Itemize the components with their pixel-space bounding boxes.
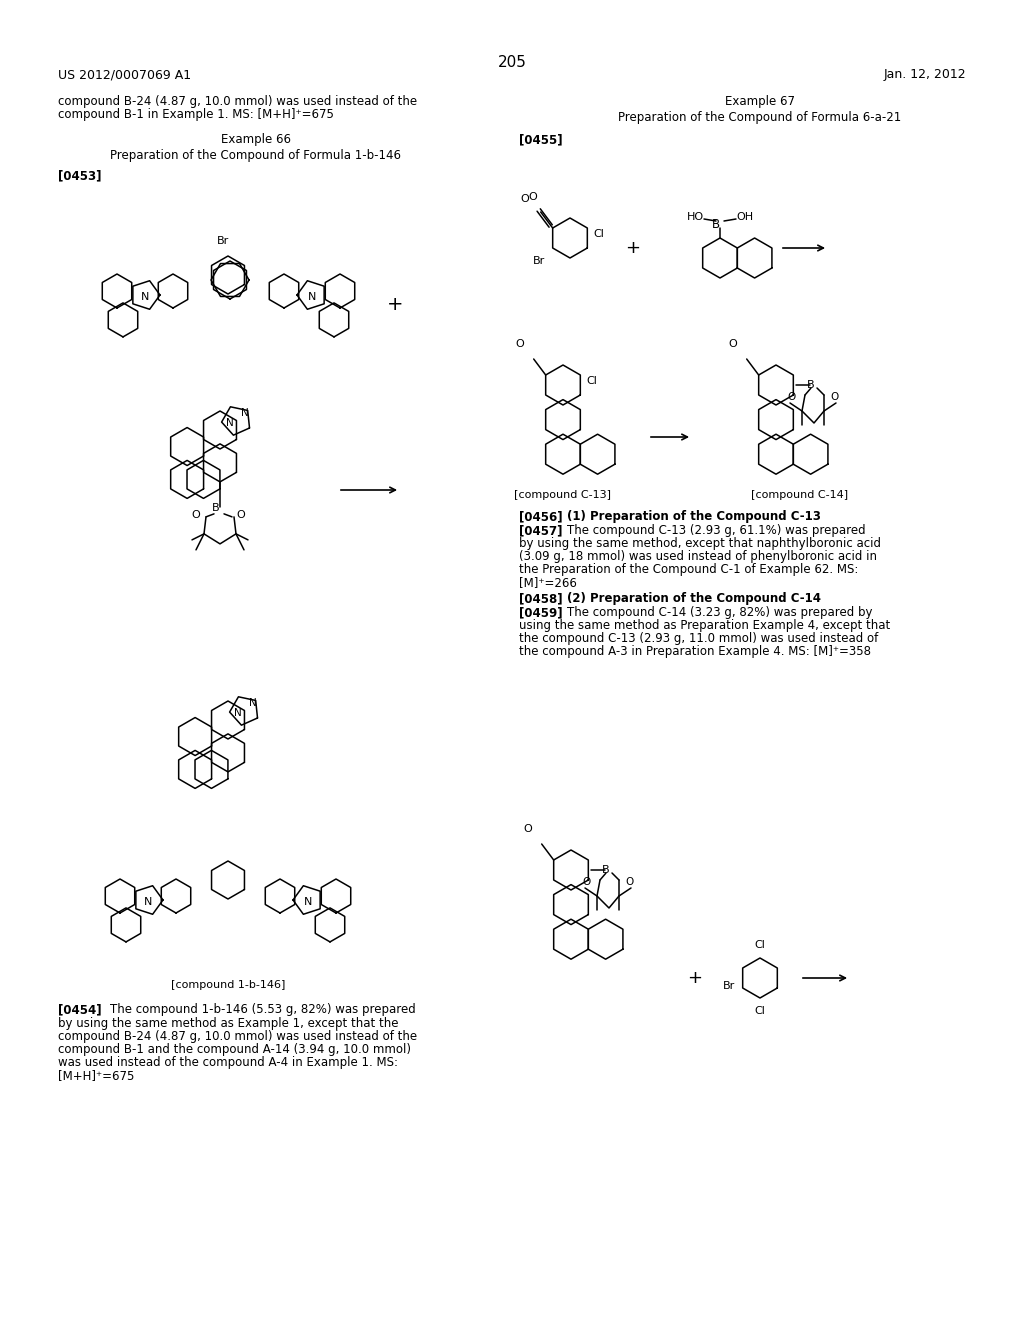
Text: compound B-24 (4.87 g, 10.0 mmol) was used instead of the: compound B-24 (4.87 g, 10.0 mmol) was us… <box>58 1030 417 1043</box>
Text: O: O <box>787 392 796 403</box>
Text: (3.09 g, 18 mmol) was used instead of phenylboronic acid in: (3.09 g, 18 mmol) was used instead of ph… <box>519 550 877 564</box>
Text: O: O <box>515 339 523 348</box>
Text: [compound C-13]: [compound C-13] <box>514 490 611 500</box>
Text: B: B <box>602 865 610 875</box>
Text: O: O <box>728 339 736 348</box>
Text: the compound C-13 (2.93 g, 11.0 mmol) was used instead of: the compound C-13 (2.93 g, 11.0 mmol) wa… <box>519 632 879 645</box>
Text: Jan. 12, 2012: Jan. 12, 2012 <box>884 69 966 81</box>
Text: compound B-1 and the compound A-14 (3.94 g, 10.0 mmol): compound B-1 and the compound A-14 (3.94… <box>58 1043 411 1056</box>
Text: The compound C-13 (2.93 g, 61.1%) was prepared: The compound C-13 (2.93 g, 61.1%) was pr… <box>567 524 865 537</box>
Text: +: + <box>626 239 640 257</box>
Text: (2) Preparation of the Compound C-14: (2) Preparation of the Compound C-14 <box>567 591 821 605</box>
Text: N: N <box>143 898 153 907</box>
Text: using the same method as Preparation Example 4, except that: using the same method as Preparation Exa… <box>519 619 890 632</box>
Text: +: + <box>387 296 403 314</box>
Text: [compound C-14]: [compound C-14] <box>752 490 849 500</box>
Text: compound B-1 in Example 1. MS: [M+H]⁺=675: compound B-1 in Example 1. MS: [M+H]⁺=67… <box>58 108 334 121</box>
Text: [compound 1-b-146]: [compound 1-b-146] <box>171 979 286 990</box>
Text: The compound 1-b-146 (5.53 g, 82%) was prepared: The compound 1-b-146 (5.53 g, 82%) was p… <box>110 1003 416 1016</box>
Text: Cl: Cl <box>755 940 765 950</box>
Text: Br: Br <box>532 256 545 267</box>
Text: HO: HO <box>687 213 705 222</box>
Text: N: N <box>141 292 150 302</box>
Text: Cl: Cl <box>755 1006 765 1016</box>
Text: N: N <box>225 418 233 429</box>
Text: Preparation of the Compound of Formula 1-b-146: Preparation of the Compound of Formula 1… <box>111 149 401 162</box>
Text: N: N <box>241 408 249 418</box>
Text: O: O <box>520 194 528 205</box>
Text: O: O <box>523 824 531 834</box>
Text: compound B-24 (4.87 g, 10.0 mmol) was used instead of the: compound B-24 (4.87 g, 10.0 mmol) was us… <box>58 95 417 108</box>
Text: 205: 205 <box>498 55 526 70</box>
Text: by using the same method as Example 1, except that the: by using the same method as Example 1, e… <box>58 1016 398 1030</box>
Text: was used instead of the compound A-4 in Example 1. MS:: was used instead of the compound A-4 in … <box>58 1056 398 1069</box>
Text: [0455]: [0455] <box>519 133 562 147</box>
Text: O: O <box>236 510 245 520</box>
Text: N: N <box>308 292 316 302</box>
Text: the Preparation of the Compound C-1 of Example 62. MS:: the Preparation of the Compound C-1 of E… <box>519 564 858 576</box>
Text: [0457]: [0457] <box>519 524 562 537</box>
Text: Br: Br <box>723 981 735 991</box>
Text: [M+H]⁺=675: [M+H]⁺=675 <box>58 1069 134 1082</box>
Text: Cl: Cl <box>586 376 597 385</box>
Text: Example 67: Example 67 <box>725 95 795 108</box>
Text: [0456]: [0456] <box>519 510 562 523</box>
Text: O: O <box>830 392 839 403</box>
Text: Preparation of the Compound of Formula 6-a-21: Preparation of the Compound of Formula 6… <box>618 111 901 124</box>
Text: (1) Preparation of the Compound C-13: (1) Preparation of the Compound C-13 <box>567 510 821 523</box>
Text: B: B <box>212 503 220 513</box>
Text: by using the same method, except that naphthylboronic acid: by using the same method, except that na… <box>519 537 881 550</box>
Text: [0454]: [0454] <box>58 1003 101 1016</box>
Text: N: N <box>304 898 312 907</box>
Text: O: O <box>583 876 591 887</box>
Text: B: B <box>712 219 720 231</box>
Text: the compound A-3 in Preparation Example 4. MS: [M]⁺=358: the compound A-3 in Preparation Example … <box>519 645 871 657</box>
Text: +: + <box>687 969 702 987</box>
Text: Cl: Cl <box>593 228 604 239</box>
Text: O: O <box>625 876 633 887</box>
Text: [0458]: [0458] <box>519 591 562 605</box>
Text: Br: Br <box>217 236 229 246</box>
Text: N: N <box>249 698 256 709</box>
Text: N: N <box>233 709 242 718</box>
Text: B: B <box>807 380 815 389</box>
Text: The compound C-14 (3.23 g, 82%) was prepared by: The compound C-14 (3.23 g, 82%) was prep… <box>567 606 872 619</box>
Text: [0453]: [0453] <box>58 169 101 182</box>
Text: [0459]: [0459] <box>519 606 562 619</box>
Text: US 2012/0007069 A1: US 2012/0007069 A1 <box>58 69 191 81</box>
Text: O: O <box>191 510 200 520</box>
Text: O: O <box>528 191 537 202</box>
Text: Example 66: Example 66 <box>221 133 291 147</box>
Text: OH: OH <box>736 213 753 222</box>
Text: [M]⁺=266: [M]⁺=266 <box>519 576 577 589</box>
